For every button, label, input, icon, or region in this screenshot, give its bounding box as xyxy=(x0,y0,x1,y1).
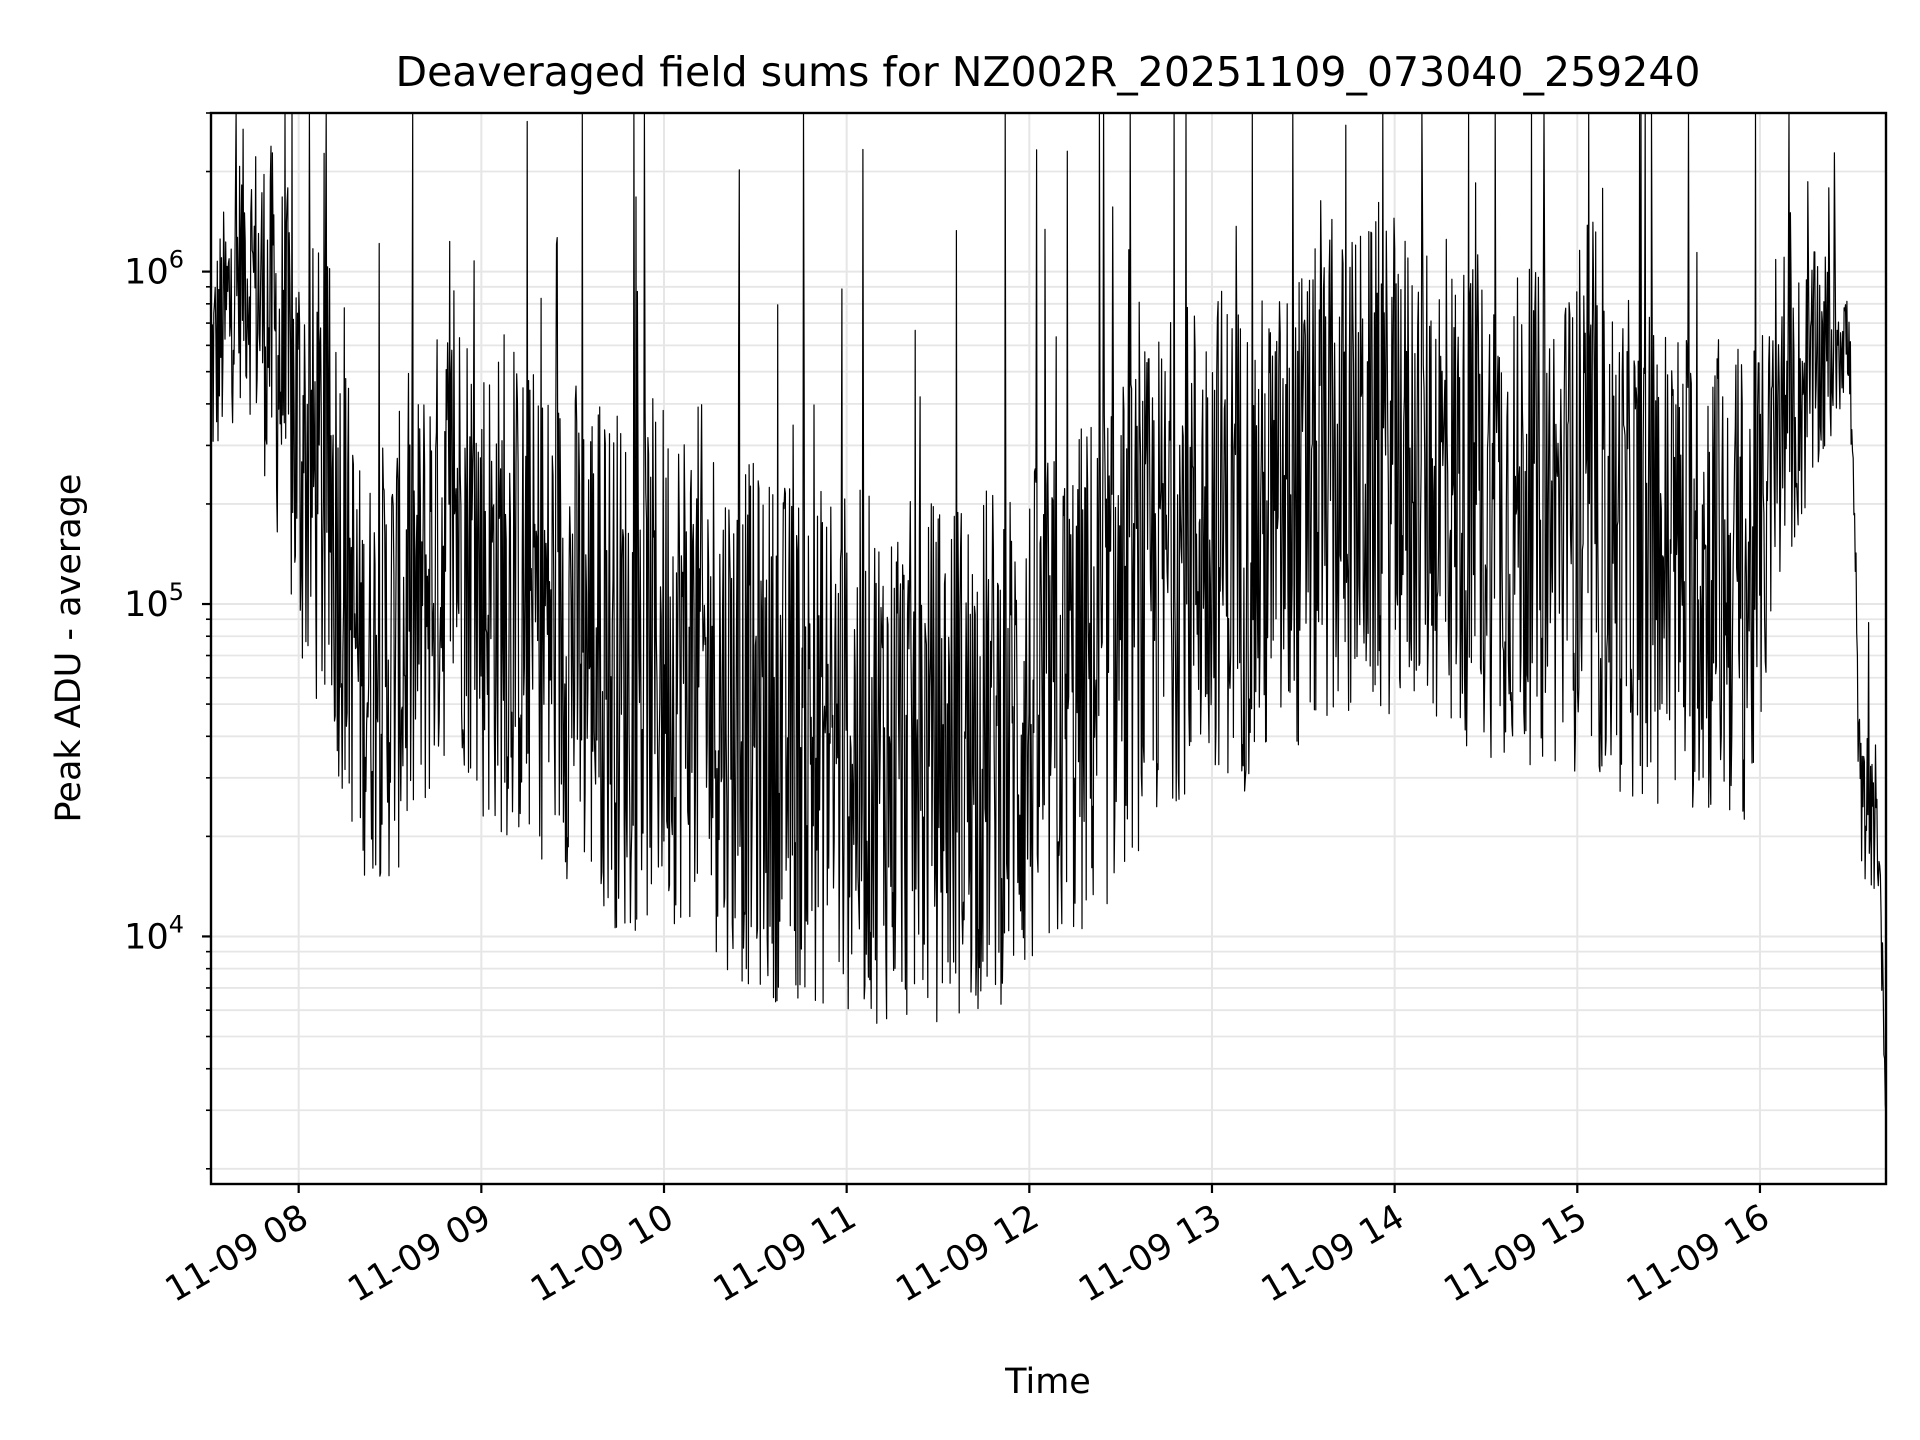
x-axis-label: Time xyxy=(1004,1362,1091,1402)
data-series-line xyxy=(211,113,1886,1117)
y-tick-label: 105 xyxy=(124,578,184,625)
plot-frame xyxy=(209,111,1888,1186)
y-tick-label: 104 xyxy=(124,910,184,957)
y-axis-ticks: 104 105 106 xyxy=(124,112,211,1170)
y-axis-label: Peak ADU - average xyxy=(49,474,89,823)
y-tick-label: 106 xyxy=(124,246,184,293)
chart-title: Deaveraged field sums for NZ002R_2025110… xyxy=(396,48,1701,96)
